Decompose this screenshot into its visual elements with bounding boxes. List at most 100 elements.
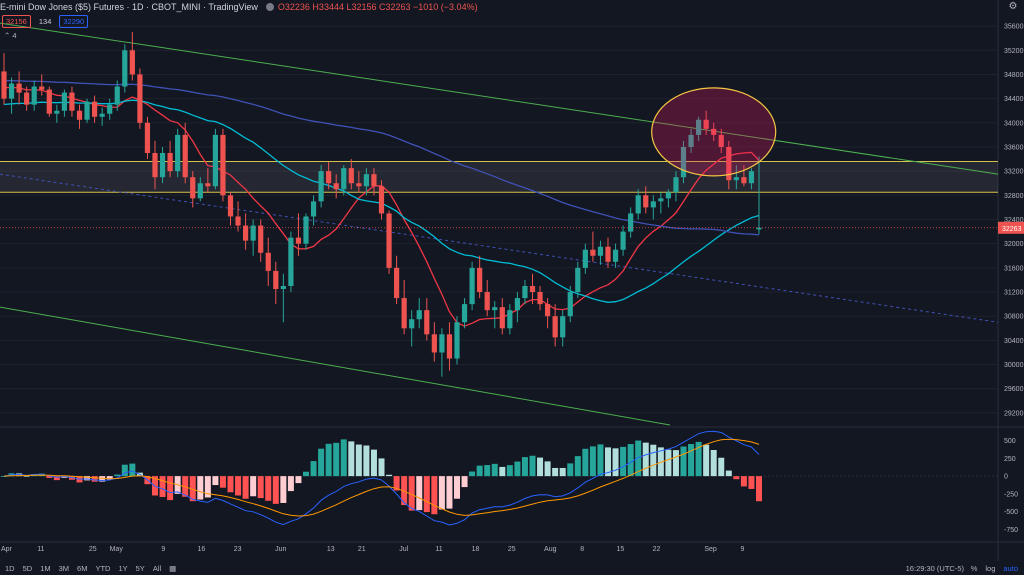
candle (605, 237, 611, 268)
macd-histogram-bar (121, 464, 128, 477)
candle-body (439, 334, 445, 353)
price-tick-label: 32000 (1004, 241, 1024, 248)
candle (688, 128, 694, 154)
macd-histogram-bar (446, 476, 453, 509)
candle (507, 304, 513, 335)
candle (318, 165, 324, 208)
range-button-5d[interactable]: 5D (22, 563, 33, 573)
candle-body (182, 134, 188, 178)
candle-body (265, 252, 271, 271)
macd-histogram-bar (348, 441, 355, 477)
candle-body (129, 50, 135, 75)
candle (590, 231, 596, 262)
macd-histogram-bar (454, 476, 460, 499)
candle-body (643, 195, 649, 208)
scale-tool-auto[interactable]: auto (1003, 563, 1018, 573)
macd-histogram-bar (710, 449, 717, 477)
range-button-1d[interactable]: 1D (5, 563, 15, 573)
macd-histogram-bar (582, 448, 589, 477)
range-button-ytd[interactable]: YTD (95, 563, 111, 573)
x-tick-label: Sep (704, 546, 717, 553)
price-boxes: 32156 134 32290 (2, 15, 89, 28)
symbol-title[interactable]: E-mini Dow Jones ($5) Futures · 1D · CBO… (0, 2, 258, 12)
indicator-toggle[interactable]: ⌃ 4 (4, 31, 17, 40)
candle-body (522, 285, 528, 299)
sell-price-box[interactable]: 32156 (2, 15, 31, 28)
candle-body (431, 334, 437, 353)
macd-histogram-bar (756, 476, 762, 502)
scale-tool-percent[interactable]: % (970, 563, 978, 573)
gear-icon[interactable]: ⚙ (1008, 1, 1018, 12)
status-dot-icon (265, 3, 274, 11)
macd-histogram-bar (537, 457, 544, 477)
candle-body (492, 307, 498, 311)
candle-body (650, 201, 656, 208)
range-button-3m[interactable]: 3M (58, 563, 70, 573)
scale-tool-log[interactable]: log (985, 563, 996, 573)
x-tick-label: Jul (399, 546, 408, 553)
macd-histogram-bar (469, 471, 476, 477)
price-tick-label: 32800 (1004, 193, 1024, 200)
macd-histogram-bar (197, 476, 204, 500)
buy-price-box[interactable]: 32290 (59, 15, 89, 28)
candle (756, 156, 762, 235)
candle-body (107, 104, 113, 114)
candle (288, 231, 294, 293)
macd-histogram-bar (1, 476, 7, 477)
candle (341, 165, 347, 196)
macd-tick-label: -750 (1004, 527, 1018, 534)
range-button-5y[interactable]: 5Y (135, 563, 145, 573)
candle (469, 261, 475, 311)
candle (24, 86, 30, 111)
candle-body (39, 86, 45, 90)
macd-histogram-bar (212, 476, 219, 486)
candle-body (575, 267, 581, 293)
macd-histogram-bar (552, 467, 559, 477)
macd-histogram-bar (620, 446, 627, 477)
range-button-1m[interactable]: 1M (40, 563, 51, 573)
price-tick-label: 32400 (1004, 217, 1024, 224)
candle (99, 107, 105, 126)
candle-body (726, 146, 732, 181)
candle (348, 159, 354, 190)
macd-histogram-bar (703, 444, 710, 477)
candle-body (46, 89, 52, 114)
range-button-all[interactable]: All (152, 563, 162, 573)
candle (258, 219, 264, 262)
price-tick-label: 35600 (1004, 24, 1024, 31)
macd-histogram-bar (642, 442, 649, 477)
candle-body (461, 304, 468, 323)
macd-histogram-bar (597, 444, 604, 477)
candle (439, 328, 445, 377)
candle-body (635, 195, 641, 214)
signal-line (3, 438, 760, 517)
macd-histogram-bar (589, 446, 596, 477)
macd-histogram-bar (303, 471, 309, 477)
candle (711, 122, 717, 141)
candle-body (152, 153, 158, 178)
candle (175, 128, 181, 178)
price-tick-label: 34000 (1004, 120, 1024, 127)
range-button-6m[interactable]: 6M (77, 563, 88, 573)
chart-canvas[interactable]: 35600 35200 34800 34400 34000 33600 33200 32800… (0, 0, 1024, 561)
macd-histogram-bar (333, 442, 340, 477)
macd-histogram-bar (129, 463, 136, 477)
x-tick-label: Jun (275, 546, 286, 553)
x-tick-label: 8 (580, 546, 584, 553)
macd-histogram-bar (295, 476, 302, 484)
range-button-1y[interactable]: 1Y (118, 563, 128, 573)
macd-histogram-bar (499, 466, 506, 477)
macd-histogram-bar (408, 476, 415, 511)
calendar-icon[interactable]: ▦ (169, 563, 177, 573)
candle (378, 180, 385, 220)
macd-tick-label: -250 (1004, 491, 1018, 498)
candle (356, 171, 362, 193)
candle-body (552, 316, 558, 338)
candle (212, 128, 218, 190)
candle (529, 273, 536, 305)
macd-histogram-bar (574, 456, 581, 477)
candle-body (386, 213, 392, 268)
candle-body (363, 174, 369, 187)
macd-tick-label: -500 (1004, 509, 1018, 516)
candle-body (454, 322, 460, 359)
